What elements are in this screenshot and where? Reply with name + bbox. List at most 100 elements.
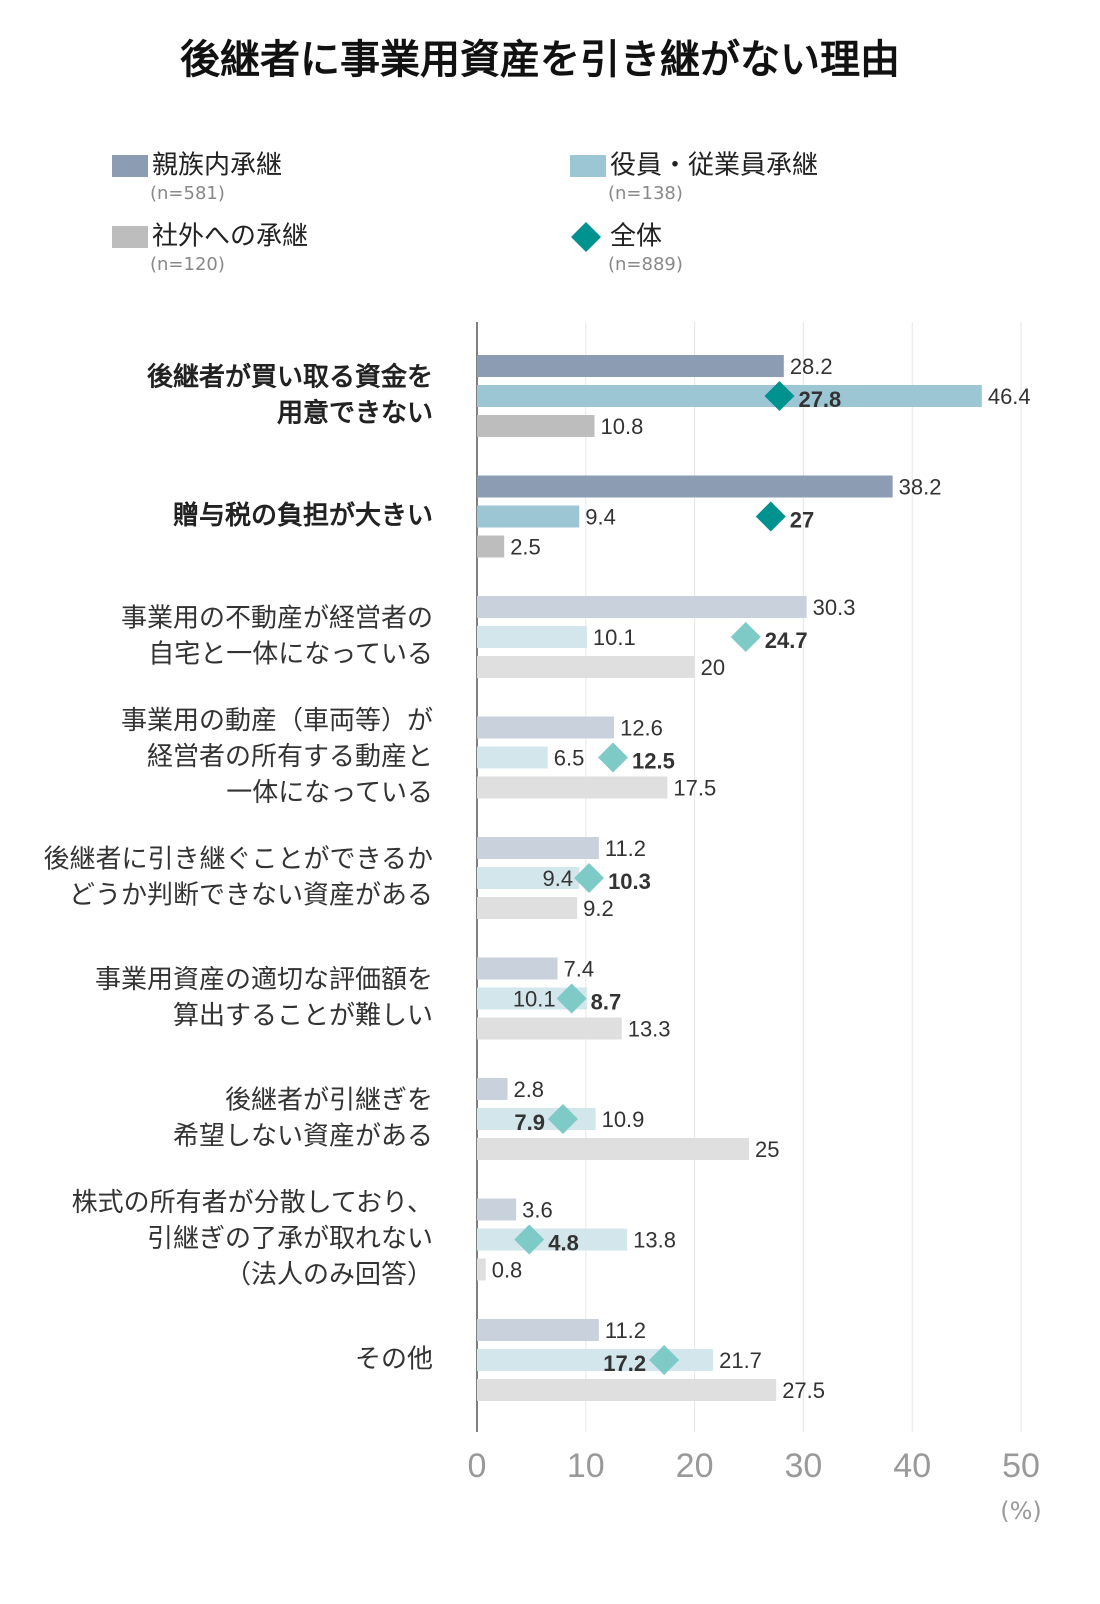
diamond-marker bbox=[574, 863, 605, 893]
bar bbox=[477, 596, 807, 618]
overall-label: 7.9 bbox=[514, 1110, 545, 1135]
value-label: 11.2 bbox=[605, 1318, 646, 1343]
legend-swatch bbox=[112, 226, 148, 248]
x-tick-label: 40 bbox=[893, 1447, 931, 1485]
bar bbox=[477, 1078, 508, 1100]
value-label: 38.2 bbox=[899, 474, 942, 499]
value-label: 2.8 bbox=[513, 1077, 544, 1102]
value-label: 28.2 bbox=[790, 354, 833, 379]
diamond-marker bbox=[598, 742, 628, 773]
bar bbox=[477, 746, 548, 769]
bar bbox=[477, 1258, 486, 1281]
legend-swatch bbox=[570, 155, 606, 177]
legend-label: 役員・従業員承継 bbox=[610, 151, 818, 181]
overall-label: 12.5 bbox=[632, 748, 675, 773]
bar bbox=[477, 867, 580, 889]
bar bbox=[477, 1017, 622, 1040]
bar bbox=[477, 837, 599, 859]
bar bbox=[477, 355, 784, 377]
value-label: 13.8 bbox=[633, 1227, 676, 1252]
bar bbox=[477, 535, 505, 558]
category-label: 事業用の不動産が経営者の bbox=[121, 604, 433, 634]
bar bbox=[477, 505, 580, 528]
value-label: 9.2 bbox=[583, 896, 614, 921]
category-label: 後継者が引継ぎを bbox=[225, 1086, 433, 1116]
category-label: 贈与税の負担が大きい bbox=[173, 500, 433, 531]
legend-swatch bbox=[112, 155, 148, 177]
overall-label: 8.7 bbox=[591, 989, 622, 1014]
value-label: 10.1 bbox=[513, 986, 556, 1011]
chart-title: 後継者に事業用資産を引き継がない理由 bbox=[180, 37, 900, 83]
category-label: 用意できない bbox=[277, 398, 433, 429]
x-tick-label: 0 bbox=[468, 1447, 487, 1485]
bar bbox=[477, 1228, 628, 1251]
value-label: 9.4 bbox=[542, 866, 573, 891]
x-tick-label: 30 bbox=[784, 1447, 822, 1485]
bar bbox=[477, 1379, 777, 1401]
bar bbox=[477, 656, 695, 678]
category-label: 後継者が買い取る資金を bbox=[147, 362, 433, 393]
bar bbox=[477, 1319, 599, 1341]
bar bbox=[477, 1198, 517, 1221]
value-label: 2.5 bbox=[510, 534, 541, 559]
diamond-marker bbox=[649, 1345, 680, 1375]
category-label: 事業用の動産（車両等）が bbox=[121, 706, 433, 736]
legend-note: (n=120) bbox=[150, 254, 225, 275]
category-label: 一体になっている bbox=[226, 778, 433, 808]
overall-label: 27.8 bbox=[798, 387, 841, 412]
value-label: 25 bbox=[755, 1137, 779, 1162]
overall-label: 17.2 bbox=[603, 1351, 646, 1376]
value-label: 10.1 bbox=[593, 625, 636, 650]
category-label: その他 bbox=[355, 1345, 433, 1375]
legend-label: 親族内承継 bbox=[152, 151, 282, 181]
bar bbox=[477, 475, 893, 498]
category-label: どうか判断できない資産がある bbox=[69, 881, 433, 911]
category-label: 自宅と一体になっている bbox=[148, 640, 433, 670]
legend-note: (n=889) bbox=[608, 254, 683, 275]
value-label: 20 bbox=[701, 655, 725, 680]
x-tick-label: 50 bbox=[1002, 1447, 1040, 1485]
bar bbox=[477, 626, 587, 648]
value-label: 21.7 bbox=[719, 1348, 762, 1373]
overall-label: 27 bbox=[790, 507, 814, 532]
value-label: 3.6 bbox=[522, 1197, 553, 1222]
overall-label: 10.3 bbox=[608, 869, 651, 894]
value-label: 46.4 bbox=[988, 384, 1031, 409]
diamond-marker bbox=[755, 501, 786, 532]
value-label: 7.4 bbox=[564, 956, 595, 981]
value-label: 17.5 bbox=[673, 775, 716, 800]
legend-label: 全体 bbox=[610, 222, 662, 252]
category-label: 経営者の所有する動産と bbox=[147, 742, 433, 772]
bar bbox=[477, 385, 982, 407]
diamond-marker bbox=[514, 1224, 545, 1255]
legend-note: (n=138) bbox=[608, 183, 683, 204]
bar bbox=[477, 987, 587, 1010]
category-label: 後継者に引き継ぐことができるか bbox=[44, 845, 433, 875]
diamond-marker bbox=[764, 381, 795, 411]
legend-note: (n=581) bbox=[150, 183, 225, 204]
value-label: 10.8 bbox=[601, 414, 644, 439]
diamond-marker bbox=[547, 1104, 578, 1134]
value-label: 6.5 bbox=[554, 745, 585, 770]
category-label: （法人のみ回答） bbox=[225, 1260, 433, 1290]
x-tick-label: 20 bbox=[676, 1447, 714, 1485]
bar bbox=[477, 415, 595, 437]
bar bbox=[477, 1138, 749, 1160]
value-label: 12.6 bbox=[620, 715, 663, 740]
overall-label: 24.7 bbox=[765, 628, 808, 653]
value-label: 9.4 bbox=[585, 504, 616, 529]
bar bbox=[477, 716, 615, 739]
x-unit: (%) bbox=[1000, 1497, 1042, 1525]
bar bbox=[477, 957, 558, 980]
category-label: 引継ぎの了承が取れない bbox=[147, 1224, 433, 1254]
bar bbox=[477, 776, 668, 799]
value-label: 11.2 bbox=[605, 836, 646, 861]
value-label: 30.3 bbox=[813, 595, 856, 620]
legend-label: 社外への承継 bbox=[152, 222, 308, 252]
category-label: 算出することが難しい bbox=[173, 1001, 433, 1031]
value-label: 10.9 bbox=[602, 1107, 645, 1132]
bar bbox=[477, 1349, 714, 1371]
category-label: 株式の所有者が分散しており、 bbox=[72, 1188, 433, 1218]
diamond-marker bbox=[556, 983, 587, 1014]
bar bbox=[477, 897, 578, 919]
